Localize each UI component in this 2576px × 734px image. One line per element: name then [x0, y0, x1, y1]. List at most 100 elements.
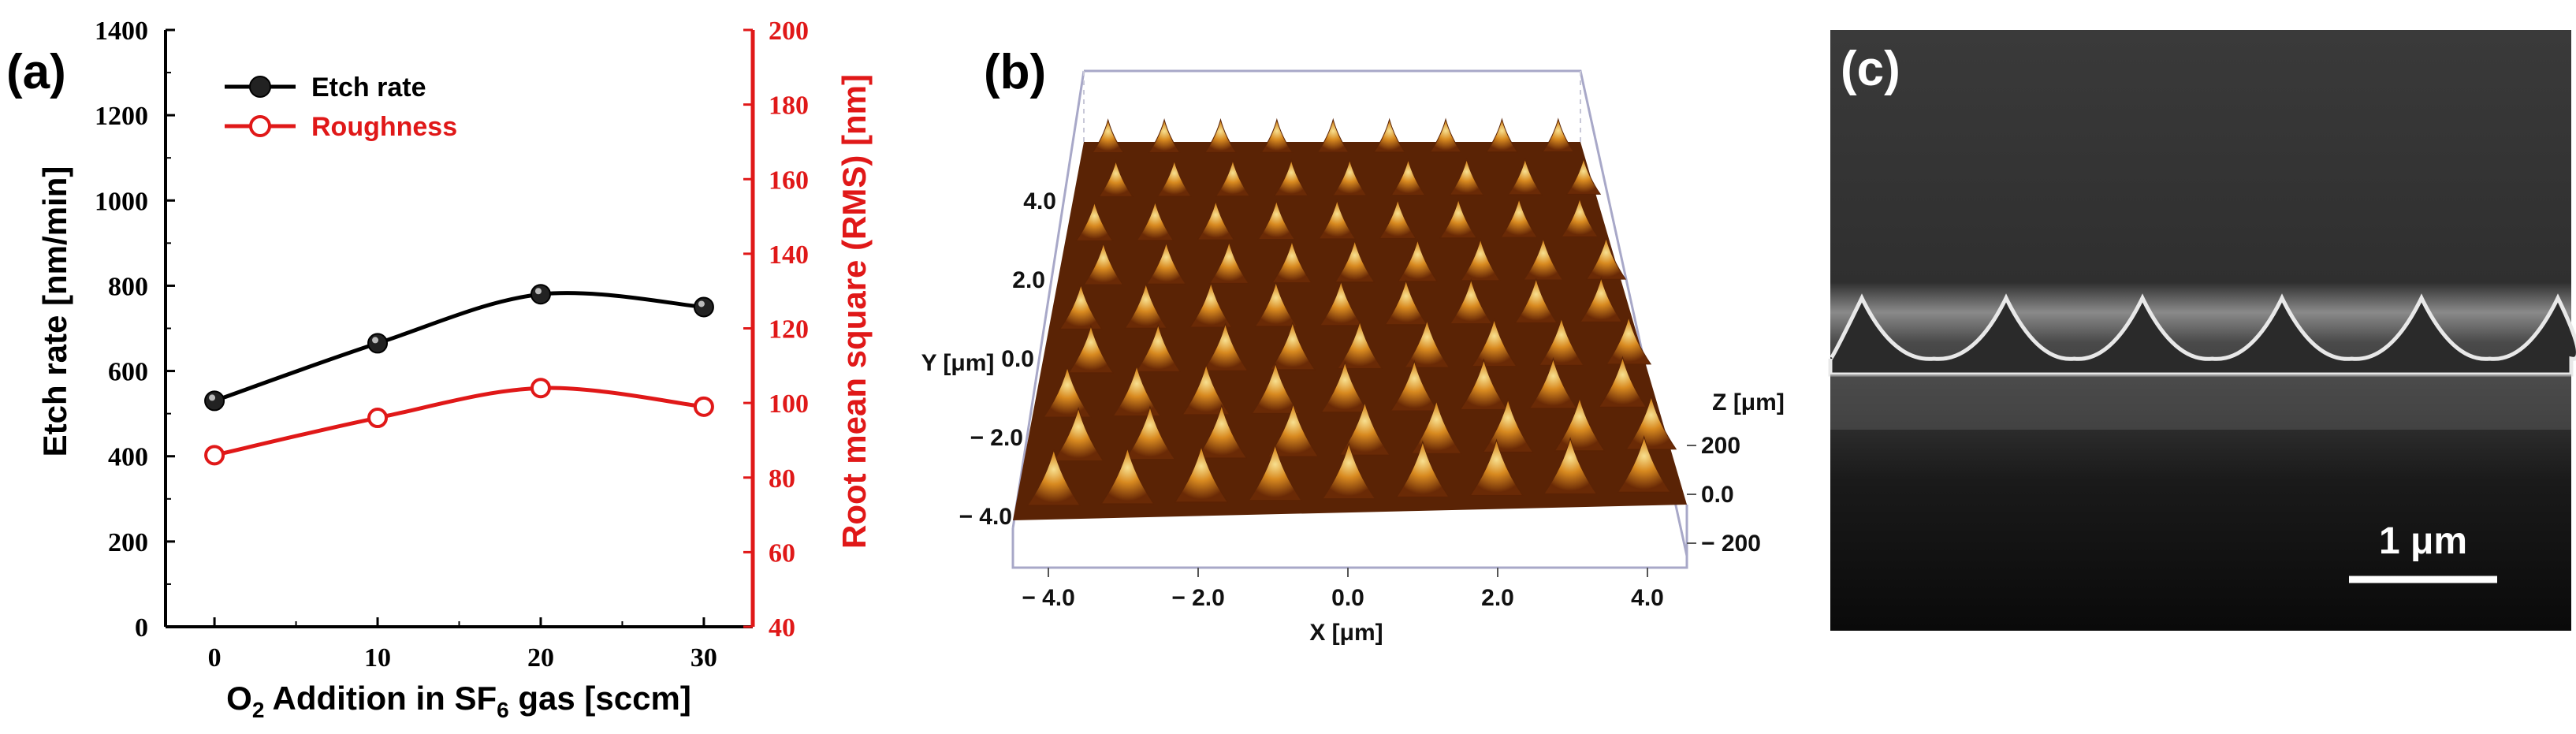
afm-x-tick-label: 4.0: [1631, 585, 1664, 611]
afm-peak: [1514, 277, 1558, 323]
chart-legend: Etch rate Roughness: [225, 73, 457, 142]
data-point-etch-rate: [367, 333, 389, 354]
y-axis-left-title: Etch rate [nm/min]: [36, 166, 73, 457]
afm-peak: [1052, 407, 1104, 462]
afm-peak: [1337, 320, 1383, 369]
afm-z-tick-label: 200: [1701, 433, 1740, 459]
y-left-tick-label: 1400: [95, 17, 148, 46]
afm-x-tick-label: 2.0: [1481, 585, 1514, 611]
afm-peak: [1459, 358, 1509, 410]
data-point-roughness: [204, 445, 225, 466]
afm-peak: [1485, 117, 1518, 153]
x-axis-title: O2 Addition in SF6 gas [sccm]: [226, 680, 691, 722]
afm-peak: [1469, 438, 1524, 496]
right-axis-ticks: 40 60 80 100 120 140 160 180 200: [743, 17, 809, 643]
x-tick-label: 0: [208, 643, 221, 673]
afm-peak: [1471, 318, 1517, 367]
afm-peak: [1271, 240, 1312, 283]
afm-peak: [1339, 401, 1390, 456]
afm-peak: [1320, 360, 1369, 413]
afm-peak: [1460, 237, 1501, 281]
afm-peak: [1390, 158, 1426, 196]
afm-peak: [1449, 158, 1484, 196]
y-left-tick-label: 200: [108, 528, 148, 557]
panel-c-sem-image: (c) 1 μm: [1828, 30, 2576, 631]
afm-z-tick-label: 0.0: [1701, 482, 1734, 508]
afm-peak: [1197, 199, 1235, 240]
afm-peak: [1145, 241, 1187, 285]
y-left-tick-label: 800: [108, 272, 148, 301]
afm-peak: [1319, 280, 1363, 326]
x-tick-label: 20: [527, 643, 554, 673]
y-left-tick-label: 600: [108, 358, 148, 387]
series-line-roughness: [214, 386, 705, 457]
sem-cone-profile: [1828, 293, 2576, 377]
afm-x-axis-label: X [μm]: [1309, 620, 1383, 646]
afm-peak: [1585, 237, 1627, 280]
y-right-tick-label: 160: [769, 166, 809, 195]
afm-peaks: [1013, 117, 1687, 520]
series-line-etch-rate: [214, 291, 705, 403]
y-right-tick-label: 180: [769, 91, 809, 121]
x-tick-label: 10: [364, 643, 391, 673]
afm-peak: [1043, 366, 1092, 418]
afm-peak: [1098, 159, 1134, 197]
data-point-etch-rate: [530, 284, 551, 305]
afm-y-tick-label: 2.0: [1012, 267, 1045, 293]
afm-peak: [1410, 399, 1462, 454]
afm-peak: [1067, 324, 1114, 374]
afm-peak: [1204, 117, 1237, 153]
afm-y-ticks: 4.0 2.0 0.0 − 2.0 − 4.0: [959, 188, 1056, 530]
afm-peak: [1059, 283, 1103, 330]
afm-peak: [1598, 356, 1647, 408]
y-left-tick-label: 1000: [95, 187, 148, 216]
sem-background: [1830, 30, 2571, 631]
afm-peak: [1625, 395, 1677, 450]
panel-b-label: (b): [984, 45, 1046, 99]
afm-peak: [1182, 363, 1230, 415]
afm-peak: [1148, 118, 1181, 153]
data-point-roughness: [530, 378, 551, 399]
afm-y-axis-label: Y [μm]: [921, 350, 995, 376]
afm-peak: [1112, 364, 1161, 416]
afm-peak: [1332, 158, 1368, 196]
afm-peak: [1269, 321, 1316, 371]
chart-series: [204, 284, 714, 466]
data-point-etch-rate: [693, 296, 714, 318]
legend-marker: [249, 115, 271, 137]
afm-y-tick-label: 4.0: [1023, 188, 1056, 214]
afm-peak: [1136, 200, 1174, 241]
afm-peak: [1429, 117, 1462, 153]
afm-x-tick-label: − 4.0: [1022, 585, 1075, 611]
data-point-highlight: [534, 288, 542, 295]
afm-peak: [1257, 199, 1296, 240]
afm-peak: [1135, 323, 1182, 372]
afm-peak: [1373, 117, 1406, 153]
panel-a-label: (a): [6, 45, 66, 99]
afm-peak: [1254, 281, 1298, 327]
y-axis-right-title: Root mean square (RMS) [nm]: [836, 74, 873, 549]
afm-peak: [1561, 196, 1599, 237]
afm-peak: [1092, 118, 1125, 153]
afm-peak: [1100, 446, 1155, 505]
panel-b-afm-surface: (b) − 4.0− 2.0 0.0 2.0 4.0 4.02.00.0− 2.0− …: [921, 45, 1785, 646]
y-right-tick-label: 40: [769, 613, 795, 643]
data-point-etch-rate: [204, 390, 225, 412]
y-left-tick-label: 0: [135, 613, 148, 643]
afm-z-axis-label: Z [μm]: [1712, 389, 1785, 415]
afm-peak: [1606, 315, 1652, 365]
y-right-tick-label: 80: [769, 464, 795, 494]
y-left-tick-label: 1200: [95, 102, 148, 131]
y-right-tick-label: 140: [769, 240, 809, 270]
afm-y-tick-label: 0.0: [1001, 346, 1034, 372]
left-axis-ticks: 0 200 400 600 800 1000 1200 1400: [95, 17, 175, 643]
afm-peak: [1395, 440, 1450, 497]
afm-peak: [1542, 117, 1575, 152]
afm-peak: [1482, 397, 1534, 453]
afm-peak: [1251, 362, 1300, 414]
y-right-tick-label: 100: [769, 389, 809, 419]
data-point-highlight: [698, 300, 705, 307]
afm-peak: [1384, 278, 1428, 326]
